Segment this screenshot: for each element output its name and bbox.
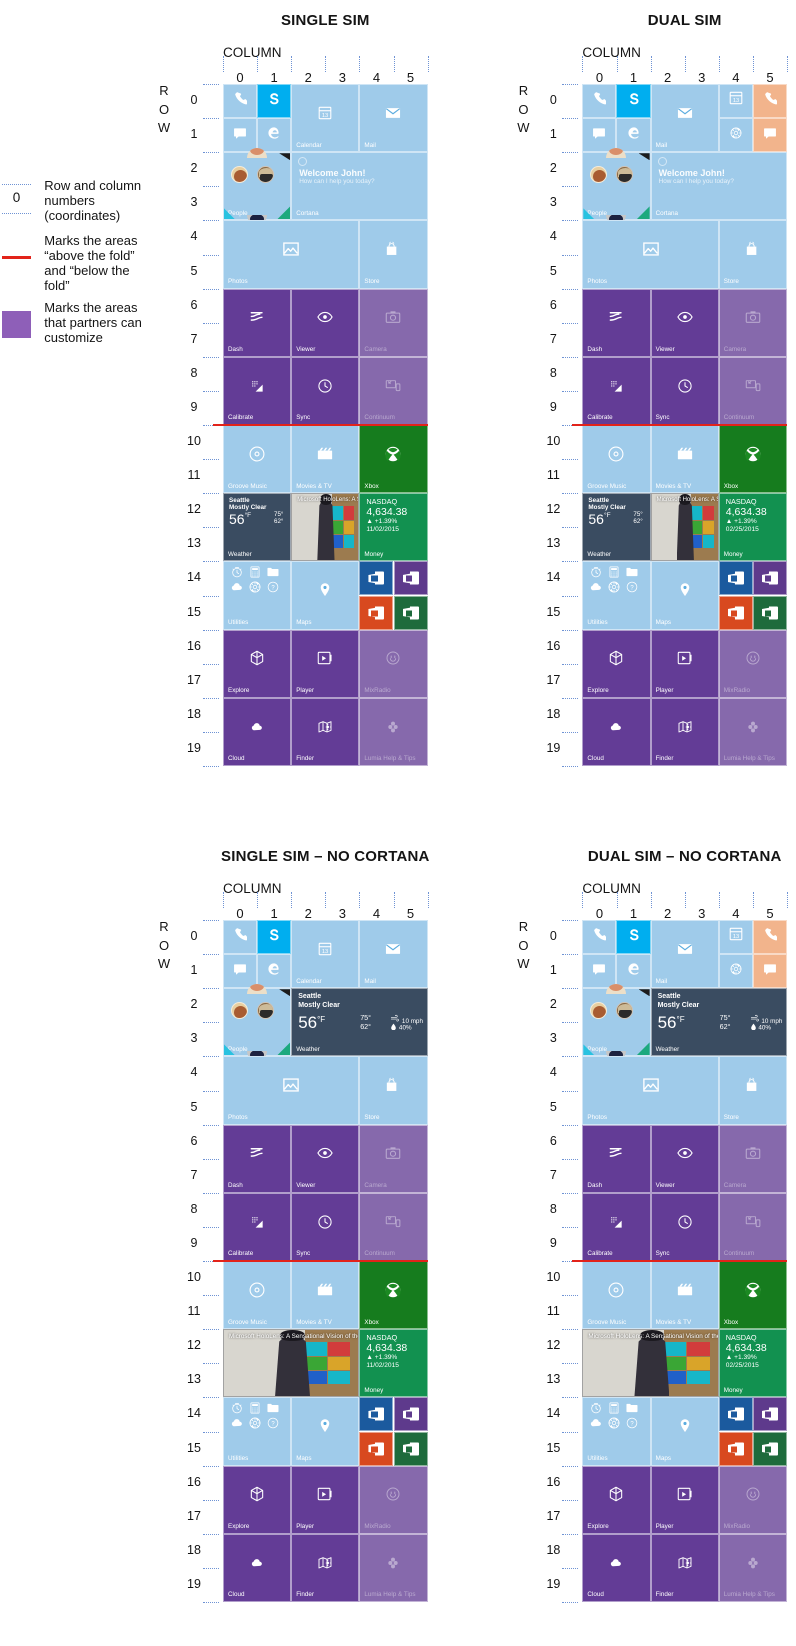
svg-text:13: 13 xyxy=(733,935,739,941)
svg-text:13: 13 xyxy=(733,99,739,105)
svg-text:?: ? xyxy=(271,585,275,591)
svg-text:13: 13 xyxy=(322,113,328,119)
svg-text:13: 13 xyxy=(322,949,328,955)
svg-text:?: ? xyxy=(271,1421,275,1427)
svg-text:?: ? xyxy=(630,585,634,591)
svg-text:?: ? xyxy=(630,1421,634,1427)
